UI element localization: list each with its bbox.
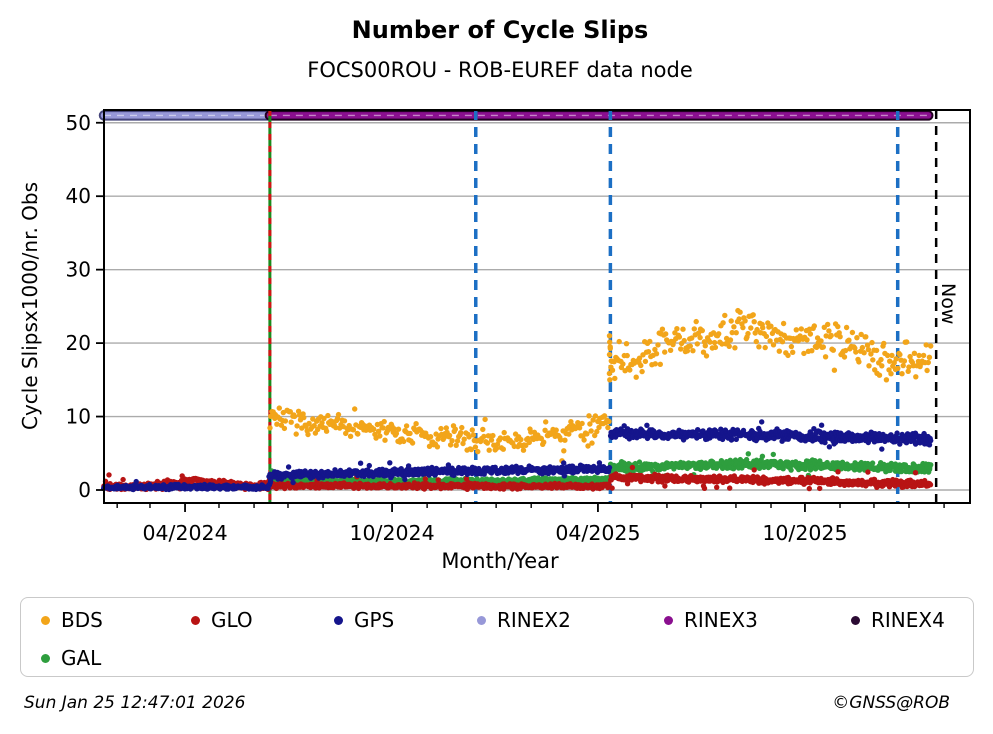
y-axis-label: Cycle Slipsx1000/nr. Obs [18,181,42,431]
axis-tick-labels: 0 10 20 30 40 50 04/2024 10/2024 04/2025 10/2025 [66,111,848,545]
x-axis-label: Month/Year [441,549,559,573]
svg-text:10: 10 [66,405,91,429]
legend-item-gps: GPS [334,607,394,633]
legend-label-rinex3: RINEX3 [684,608,758,632]
chart-subtitle: FOCS00ROU - ROB-EUREF data node [307,58,693,82]
legend-label-rinex4: RINEX4 [871,608,945,632]
svg-text:04/2024: 04/2024 [142,521,227,545]
legend-label-rinex2: RINEX2 [497,608,571,632]
legend-item-rinex4: RINEX4 [851,607,945,633]
legend-label-bds: BDS [61,608,103,632]
legend-dot-icon-rinex3 [664,616,673,625]
plot-frame [103,109,971,504]
legend-label-glo: GLO [211,608,253,632]
svg-text:10/2024: 10/2024 [349,521,434,545]
legend-dot-icon-bds [41,616,50,625]
legend-item-bds: BDS [41,607,103,633]
now-line: Now [934,110,959,503]
legend-dot-icon-rinex2 [477,616,486,625]
legend-label-gps: GPS [354,608,395,632]
footer-credit: ©GNSS@ROB [832,693,950,713]
svg-text:0: 0 [78,478,91,502]
now-label: Now [937,283,959,324]
legend-dot-icon-glo [191,616,200,625]
legend-item-rinex3: RINEX3 [664,607,758,633]
axis-ticks [96,121,945,512]
legend-item-glo: GLO [191,607,253,633]
legend-item-gal: GAL [41,645,101,671]
legend-item-rinex2: RINEX2 [477,607,571,633]
legend-dot-icon-gal [41,654,50,663]
legend-label-gal: GAL [61,646,102,670]
legend-dot-icon-gps [334,616,343,625]
event-lines [268,110,900,503]
svg-text:20: 20 [66,331,91,355]
scatter-gps [100,419,934,493]
svg-text:40: 40 [66,184,91,208]
svg-text:30: 30 [66,258,91,282]
footer-timestamp: Sun Jan 25 12:47:01 2026 [24,693,246,713]
svg-text:10/2025: 10/2025 [762,521,847,545]
page-title: Number of Cycle Slips [351,16,649,44]
legend-box: BDS GLO GPS RINEX2 RINEX3 RINEX4 GAL [20,597,974,677]
svg-text:04/2025: 04/2025 [555,521,640,545]
legend-dot-icon-rinex4 [851,616,860,625]
svg-text:50: 50 [66,111,91,135]
cycle-slips-chart: Now 0 10 20 30 40 50 04/2024 10/2024 04/2025 10/20… [66,109,971,545]
